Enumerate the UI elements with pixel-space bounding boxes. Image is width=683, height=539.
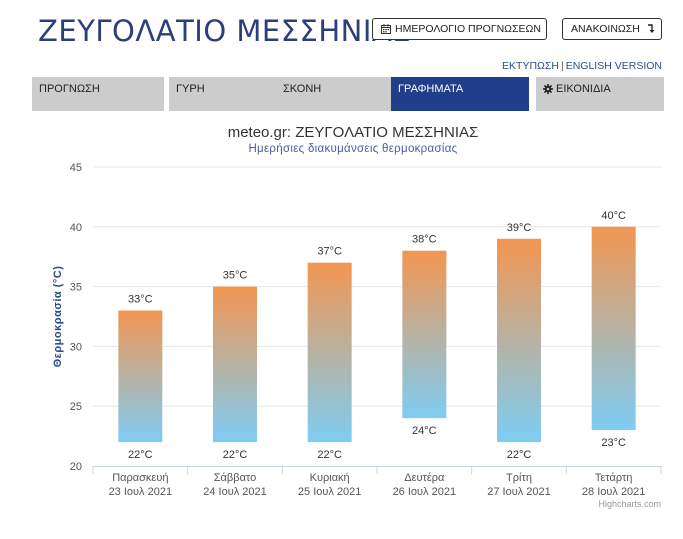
highcharts-credits[interactable]: Highcharts.com bbox=[598, 499, 661, 509]
x-tick-label-date: 27 Ιουλ 2021 bbox=[487, 486, 551, 498]
data-label-low: 23°C bbox=[601, 437, 626, 449]
data-label-high: 38°C bbox=[412, 234, 437, 246]
data-label-high: 37°C bbox=[317, 246, 342, 258]
y-tick-label: 45 bbox=[70, 162, 82, 174]
tab-label: ΕΙΚΟΝΙΔΙΑ bbox=[556, 83, 611, 95]
x-tick-label-day: Τετάρτη bbox=[595, 472, 633, 484]
temperature-bar bbox=[307, 262, 352, 443]
x-tick-label-day: Παρασκευή bbox=[112, 472, 168, 484]
data-label-low: 22°C bbox=[507, 449, 532, 461]
data-label-high: 39°C bbox=[507, 222, 532, 234]
x-tick-label-day: Σάββατο bbox=[214, 472, 256, 484]
tab-label: ΣΚΟΝΗ bbox=[283, 83, 322, 95]
chart-title: meteo.gr: ΖΕΥΓΟΛΑΤΙΟ ΜΕΣΣΗΝΙΑΣ bbox=[228, 124, 479, 141]
tab-label: ΓΡΑΦΗΜΑΤΑ bbox=[398, 83, 464, 95]
x-tick-label-day: Τρίτη bbox=[506, 472, 532, 484]
y-tick-label: 20 bbox=[70, 461, 82, 473]
x-tick-label-date: 25 Ιουλ 2021 bbox=[298, 486, 362, 498]
chart-subtitle: Ημερήσιες διακυμάνσεις θερμοκρασίας bbox=[248, 143, 457, 155]
data-label-low: 22°C bbox=[128, 449, 153, 461]
nav-tabs: ΠΡΟΓΝΩΣΗ ΓΥΡΗ ΣΚΟΝΗ ΓΡΑΦΗΜΑΤΑ ΕΙΚΟΝΙΔΙΑ bbox=[32, 77, 664, 111]
x-tick-label-day: Δευτέρα bbox=[404, 472, 445, 484]
announce-button-label: ΑΝΑΚΟΙΝΩΣΗ bbox=[571, 23, 640, 35]
data-label-high: 40°C bbox=[601, 210, 626, 222]
temperature-bar bbox=[213, 286, 257, 443]
tab-label: ΠΡΟΓΝΩΣΗ bbox=[39, 83, 100, 95]
temperature-bar bbox=[497, 238, 541, 443]
data-label-low: 22°C bbox=[223, 449, 248, 461]
data-label-low: 22°C bbox=[317, 449, 342, 461]
site-title: ΖΕΥΓΟΛΑΤΙΟ ΜΕΣΣΗΝΙΑΣ bbox=[38, 14, 412, 48]
x-tick-label-date: 23 Ιουλ 2021 bbox=[109, 486, 173, 498]
gear-icon bbox=[543, 84, 553, 94]
tab-forecast[interactable]: ΠΡΟΓΝΩΣΗ bbox=[32, 77, 164, 111]
calendar-button[interactable]: ΗΜΕΡΟΛΟΓΙΟ ΠΡΟΓΝΩΣΕΩΝ bbox=[372, 18, 547, 40]
calendar-icon bbox=[381, 24, 391, 34]
x-tick-label-date: 28 Ιουλ 2021 bbox=[582, 486, 646, 498]
temperature-bar bbox=[591, 226, 636, 431]
y-axis-title: Θερμοκρασία (°C) bbox=[52, 266, 64, 368]
y-tick-label: 25 bbox=[70, 401, 82, 413]
arrow-down-icon bbox=[647, 24, 655, 33]
tab-icons[interactable]: ΕΙΚΟΝΙΔΙΑ bbox=[536, 77, 664, 111]
calendar-button-label: ΗΜΕΡΟΛΟΓΙΟ ΠΡΟΓΝΩΣΕΩΝ bbox=[395, 23, 541, 35]
temperature-bar bbox=[402, 250, 447, 419]
english-version-link[interactable]: ENGLISH VERSION bbox=[565, 60, 662, 72]
top-links: ΕΚΤΥΠΩΣΗ | ENGLISH VERSION bbox=[502, 60, 662, 72]
y-tick-label: 35 bbox=[70, 282, 82, 294]
y-tick-label: 40 bbox=[70, 222, 82, 234]
x-tick-label-date: 26 Ιουλ 2021 bbox=[393, 486, 457, 498]
tab-label: ΓΥΡΗ bbox=[176, 83, 205, 95]
link-separator: | bbox=[560, 60, 564, 72]
tab-dust[interactable]: ΣΚΟΝΗ bbox=[276, 77, 408, 111]
print-link[interactable]: ΕΚΤΥΠΩΣΗ bbox=[502, 60, 559, 72]
x-tick-label-date: 24 Ιουλ 2021 bbox=[203, 486, 267, 498]
tab-charts[interactable]: ΓΡΑΦΗΜΑΤΑ bbox=[391, 77, 529, 111]
temperature-bar bbox=[118, 310, 163, 443]
announce-button[interactable]: ΑΝΑΚΟΙΝΩΣΗ bbox=[562, 18, 662, 40]
data-label-high: 35°C bbox=[223, 270, 248, 282]
x-tick-label-day: Κυριακή bbox=[310, 472, 350, 484]
y-tick-label: 30 bbox=[70, 341, 82, 353]
data-label-high: 33°C bbox=[128, 294, 153, 306]
data-label-low: 24°C bbox=[412, 425, 437, 437]
